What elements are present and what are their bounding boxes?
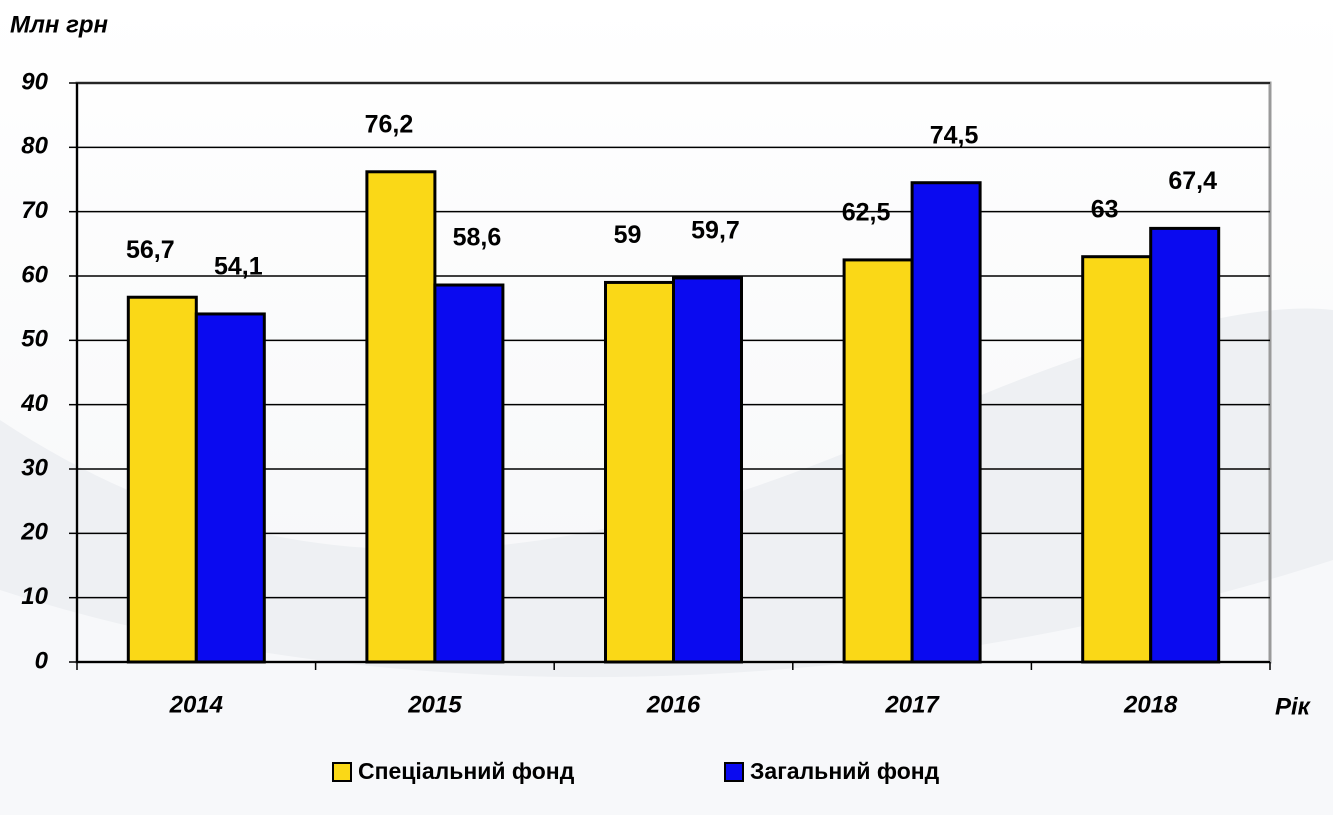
x-tick-label: 2018 <box>1123 691 1178 718</box>
legend-label: Загальний фонд <box>750 758 940 784</box>
value-label: 59 <box>614 221 642 249</box>
legend-swatch <box>332 762 352 782</box>
value-label: 76,2 <box>365 110 414 138</box>
background-swoosh <box>0 560 1333 815</box>
x-axis-label: Рік <box>1275 693 1312 720</box>
value-label: 63 <box>1091 195 1119 223</box>
bar <box>433 283 505 664</box>
legend-swatch <box>724 762 744 782</box>
value-label: 67,4 <box>1168 167 1217 195</box>
y-tick-label: 90 <box>21 68 48 95</box>
y-tick-label: 20 <box>20 519 48 546</box>
bar <box>603 280 676 664</box>
legend-label: Спеціальний фонд <box>358 758 575 784</box>
x-tick-label: 2014 <box>169 691 223 718</box>
bar <box>194 312 266 664</box>
x-tick-label: 2017 <box>884 691 940 718</box>
y-tick-label: 0 <box>35 647 49 674</box>
bar <box>1149 226 1221 664</box>
bar <box>910 181 982 664</box>
bar <box>1081 255 1153 664</box>
bar <box>365 170 437 664</box>
y-tick-label: 50 <box>21 326 48 353</box>
value-label: 56,7 <box>126 236 175 264</box>
bar <box>126 295 198 664</box>
y-tick-label: 80 <box>21 133 48 160</box>
y-axis-label: Млн грн <box>10 11 109 38</box>
bar <box>842 258 914 664</box>
y-tick-label: 60 <box>21 261 48 288</box>
x-tick-label: 2016 <box>646 691 701 718</box>
value-label: 59,7 <box>691 217 740 245</box>
y-tick-label: 10 <box>21 583 48 610</box>
x-tick-label: 2015 <box>407 691 462 718</box>
value-label: 54,1 <box>214 253 263 281</box>
y-tick-label: 70 <box>21 197 48 224</box>
y-tick-label: 40 <box>20 390 48 417</box>
value-label: 58,6 <box>453 224 502 252</box>
bar <box>672 276 744 664</box>
value-label: 74,5 <box>930 121 979 149</box>
value-label: 62,5 <box>842 199 891 227</box>
y-tick-label: 30 <box>21 454 48 481</box>
